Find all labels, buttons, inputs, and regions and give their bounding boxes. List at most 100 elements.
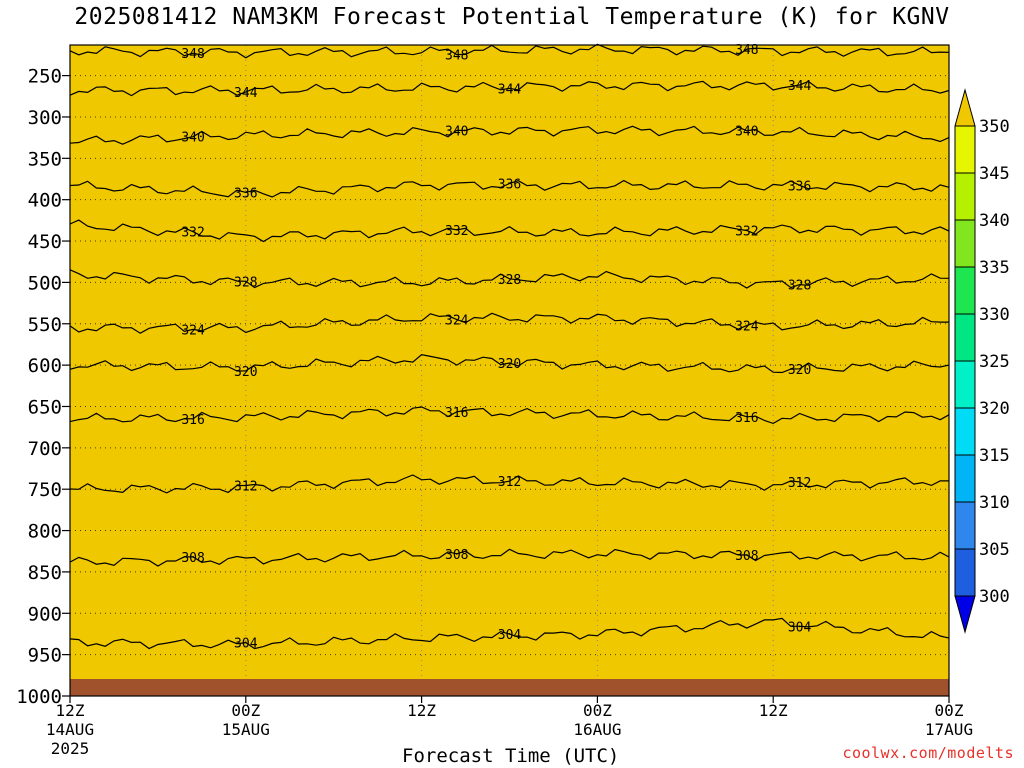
contour-320 <box>69 354 950 374</box>
colorbar-segment <box>954 360 976 409</box>
contour-label-text: 348 <box>735 43 758 58</box>
contour-label-312: 312 <box>788 476 811 491</box>
contour-label-332: 332 <box>445 224 468 239</box>
contour-316 <box>69 406 950 425</box>
credit-text: coolwx.com/modelts <box>842 744 1014 762</box>
y-tick-label: 650 <box>28 396 62 418</box>
contour-label-text: 316 <box>181 413 204 428</box>
plot-frame <box>69 44 950 697</box>
x-tick-label: 12Z <box>759 701 788 720</box>
y-tick-label: 350 <box>28 148 62 170</box>
y-tick-label: 850 <box>28 562 62 584</box>
contour-label-text: 304 <box>788 620 812 635</box>
colorbar-segment <box>954 501 976 550</box>
x-tick-label: 00Z <box>935 701 964 720</box>
contour-label-text: 324 <box>445 314 469 329</box>
colorbar-bottom-arrow <box>954 595 976 634</box>
x-tick-label: 16AUG <box>573 720 621 739</box>
colorbar-segment <box>954 266 976 315</box>
contour-label-text: 304 <box>498 628 522 643</box>
y-tick-label: 250 <box>28 66 62 88</box>
y-tick-label: 950 <box>28 645 62 667</box>
contour-label-text: 324 <box>181 323 205 338</box>
contour-labels: 348 348 348 344 344 344 340 340 340 336 336 336 332 3… <box>181 43 812 652</box>
contour-label-text: 308 <box>445 548 468 563</box>
ground-strip <box>70 679 949 696</box>
contour-label-text: 312 <box>498 475 521 490</box>
contour-label-336: 336 <box>234 186 257 201</box>
colorbar-segment <box>954 219 976 268</box>
contour-label-text: 340 <box>181 131 204 146</box>
contour-label-316: 316 <box>445 406 468 421</box>
contour-label-344: 344 <box>234 86 258 101</box>
colorbar-segment <box>954 125 976 174</box>
contour-label-312: 312 <box>498 475 521 490</box>
contour-label-308: 308 <box>445 548 468 563</box>
contour-label-336: 336 <box>498 178 521 193</box>
x-tick-label: 00Z <box>583 701 612 720</box>
contour-label-text: 304 <box>234 637 258 652</box>
contour-label-text: 340 <box>445 124 468 139</box>
contour-label-text: 312 <box>788 476 811 491</box>
x-tick-label: 12Z <box>407 701 436 720</box>
contour-label-text: 332 <box>735 224 758 239</box>
contour-328 <box>69 269 950 289</box>
contour-label-text: 348 <box>445 49 468 64</box>
contour-304 <box>69 617 950 650</box>
contour-lines <box>69 43 950 650</box>
y-tick-label: 600 <box>28 355 62 377</box>
contour-label-332: 332 <box>735 224 758 239</box>
contour-340 <box>69 125 950 145</box>
contour-label-320: 320 <box>498 357 521 372</box>
contour-label-324: 324 <box>735 320 759 335</box>
contour-label-340: 340 <box>445 124 468 139</box>
contour-label-340: 340 <box>181 131 204 146</box>
contour-label-324: 324 <box>445 314 469 329</box>
contour-label-308: 308 <box>735 549 758 564</box>
contour-312 <box>69 474 950 494</box>
y-tick-label: 550 <box>28 314 62 336</box>
contour-label-316: 316 <box>181 413 204 428</box>
colorbar-segment <box>954 548 976 597</box>
contour-label-text: 312 <box>234 480 257 495</box>
colorbar-label: 315 <box>979 446 1010 466</box>
colorbar-label: 340 <box>979 211 1010 231</box>
x-tick-label: 12Z <box>56 701 85 720</box>
x-axis-label: Forecast Time (UTC) <box>402 745 620 767</box>
contour-label-320: 320 <box>788 363 811 378</box>
contour-344 <box>69 80 950 97</box>
plot-background <box>70 45 949 696</box>
contour-label-text: 336 <box>788 179 811 194</box>
contour-label-text: 316 <box>445 406 468 421</box>
contour-label-312: 312 <box>234 480 257 495</box>
contour-label-328: 328 <box>498 273 521 288</box>
contour-label-text: 320 <box>788 363 811 378</box>
contour-324 <box>69 312 949 334</box>
plot-fill <box>70 45 949 696</box>
x-tick-label: 00Z <box>231 701 260 720</box>
contour-label-316: 316 <box>735 411 758 426</box>
plot-border <box>69 44 950 697</box>
contour-label-344: 344 <box>788 79 812 94</box>
colorbar-segment <box>954 454 976 503</box>
contour-label-text: 308 <box>181 551 204 566</box>
y-tick-label: 900 <box>28 603 62 625</box>
contour-label-344: 344 <box>498 82 522 97</box>
contour-label-text: 344 <box>234 86 258 101</box>
contour-label-text: 328 <box>788 279 811 294</box>
colorbar-label: 310 <box>979 493 1010 513</box>
y-axis: 250 300 350 400 450 500 550 600 650 700 750 800 850 9… <box>16 66 70 708</box>
colorbar-label: 320 <box>979 399 1010 419</box>
contour-label-text: 308 <box>735 549 758 564</box>
contour-label-340: 340 <box>735 125 758 140</box>
contour-label-text: 336 <box>234 186 257 201</box>
colorbar-label: 330 <box>979 305 1010 325</box>
contour-308 <box>69 548 950 567</box>
colorbar-top-arrow <box>954 88 976 127</box>
contour-label-text: 332 <box>181 226 204 241</box>
contour-label-text: 340 <box>735 125 758 140</box>
colorbar-label: 300 <box>979 587 1010 607</box>
contour-label-text: 320 <box>498 357 521 372</box>
contour-label-text: 316 <box>735 411 758 426</box>
